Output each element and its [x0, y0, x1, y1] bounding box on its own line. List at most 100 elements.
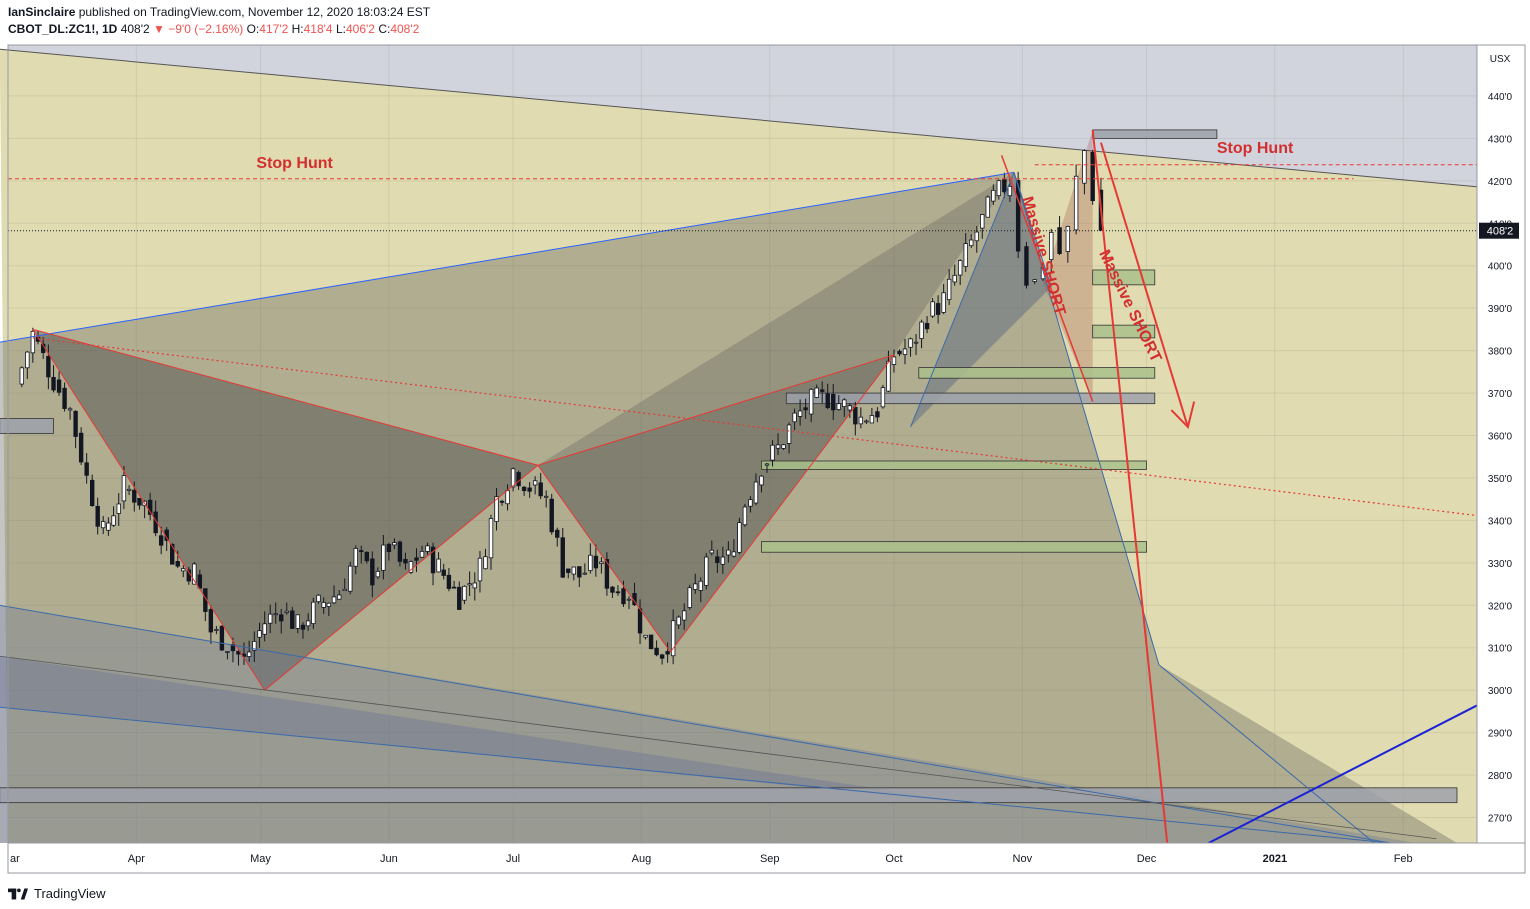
candle-body	[786, 424, 792, 444]
candle-body	[742, 506, 748, 526]
candle-body	[571, 566, 576, 575]
short-arrowhead	[1170, 401, 1196, 430]
candle-body	[467, 583, 472, 586]
candle-body	[446, 574, 452, 589]
chart-background	[0, 45, 1482, 843]
candle-body	[336, 594, 342, 600]
candle-body	[262, 623, 267, 635]
candle-body	[549, 498, 554, 533]
time-axis[interactable]: ar Apr May Jun Jul Aug Sep Oct Nov Dec 2021 Feb	[7, 44, 1526, 874]
time-axis-background	[8, 843, 1525, 873]
pattern-fill-mid	[537, 354, 894, 652]
candle-body	[505, 490, 510, 505]
time-tick-label: Jun	[380, 853, 398, 865]
open-label: O:	[246, 22, 260, 36]
pattern-line-red	[32, 329, 266, 691]
candle-body	[958, 260, 963, 276]
axis-tick-label: 420'0	[1488, 177, 1513, 188]
candle-body	[748, 499, 753, 507]
candle-body	[1024, 246, 1029, 286]
candle-body	[610, 586, 615, 593]
author-name[interactable]: IanSinclaire	[8, 5, 76, 19]
candle-body	[621, 588, 626, 605]
candle-body	[775, 444, 781, 449]
pattern-fill-top	[537, 172, 1015, 466]
last-price-tag	[1479, 222, 1519, 239]
candle-body	[494, 496, 499, 522]
candle-body	[626, 598, 632, 601]
time-tick-label: ar	[10, 853, 20, 865]
low-label: L:	[335, 22, 346, 36]
candle-body	[408, 561, 414, 573]
time-tick-label: Oct	[885, 853, 902, 865]
publish-info: published on TradingView.com, November 1…	[75, 5, 431, 19]
drawing-lines	[0, 129, 1483, 844]
candle-body	[577, 566, 582, 578]
axis-tick-label: 290'0	[1488, 729, 1513, 740]
time-tick-label: Feb	[1394, 853, 1413, 865]
candle-body	[214, 629, 219, 631]
candle-body	[273, 613, 278, 616]
candle-body	[175, 561, 180, 567]
symbol-line: CBOT_DL:ZC1!, 1D 408'2 ▼ −9'0 (−2.16%) O…	[8, 21, 430, 38]
candle-body	[436, 558, 441, 573]
candle-body	[604, 559, 610, 589]
axis-tick-label: 390'0	[1488, 304, 1513, 315]
candle-body	[924, 322, 930, 330]
candle-body	[858, 416, 864, 425]
price-zone	[1092, 129, 1218, 139]
candle-body	[715, 556, 720, 563]
axis-tick-label: 360'0	[1488, 432, 1513, 443]
pattern-line-blue	[1158, 664, 1375, 844]
candle-body	[279, 614, 284, 622]
tradingview-logo-icon	[8, 888, 28, 899]
candle-body	[897, 350, 902, 355]
candle-body	[560, 537, 565, 578]
candle-body	[842, 399, 847, 407]
price-axis[interactable]: USX440'0430'0420'0410'0400'0390'0380'037…	[1476, 45, 1525, 843]
axis-tick-label: 340'0	[1488, 516, 1513, 527]
symbol-name[interactable]: CBOT_DL:ZC1!, 1D	[8, 22, 118, 36]
candle-body	[73, 410, 78, 437]
pattern-line-blue	[910, 172, 1015, 428]
candle-body	[527, 487, 532, 492]
candle-body	[946, 278, 952, 301]
candle-body	[457, 586, 462, 610]
candle-body	[720, 556, 726, 565]
candle-body	[935, 303, 941, 315]
wedge-fill-bottom	[0, 656, 986, 805]
candle-body	[836, 403, 841, 410]
candle-body	[472, 582, 477, 589]
pattern-fills	[0, 129, 1457, 843]
candle-body	[682, 610, 687, 621]
axis-tick-label: 300'0	[1488, 686, 1513, 697]
axis-tick-label: 430'0	[1488, 134, 1513, 145]
candle-body	[930, 301, 935, 317]
candle-body	[101, 521, 106, 529]
candle-body	[225, 651, 230, 653]
time-tick-label: Jul	[506, 853, 520, 865]
candle-body	[106, 522, 111, 531]
candle-body	[121, 475, 127, 502]
candle-body	[462, 585, 467, 601]
tradingview-footer[interactable]: TradingView	[8, 886, 106, 901]
candle-body	[593, 555, 599, 569]
candle-body	[386, 543, 392, 552]
axis-tick-label: 320'0	[1488, 601, 1513, 612]
axis-tick-label: 400'0	[1488, 262, 1513, 273]
candle-body	[1032, 279, 1037, 282]
candle-body	[46, 356, 51, 378]
candle-body	[284, 610, 289, 613]
candle-body	[499, 500, 505, 503]
candle-body	[665, 651, 670, 655]
candle-body	[477, 557, 483, 582]
candle-body	[397, 541, 403, 562]
candle-body	[538, 482, 543, 497]
candle-body	[985, 196, 990, 218]
candle-body	[359, 550, 364, 552]
candle-body	[147, 499, 153, 515]
axis-unit-label: USX	[1490, 54, 1511, 65]
candle-body	[659, 654, 665, 659]
candle-body	[670, 620, 676, 657]
